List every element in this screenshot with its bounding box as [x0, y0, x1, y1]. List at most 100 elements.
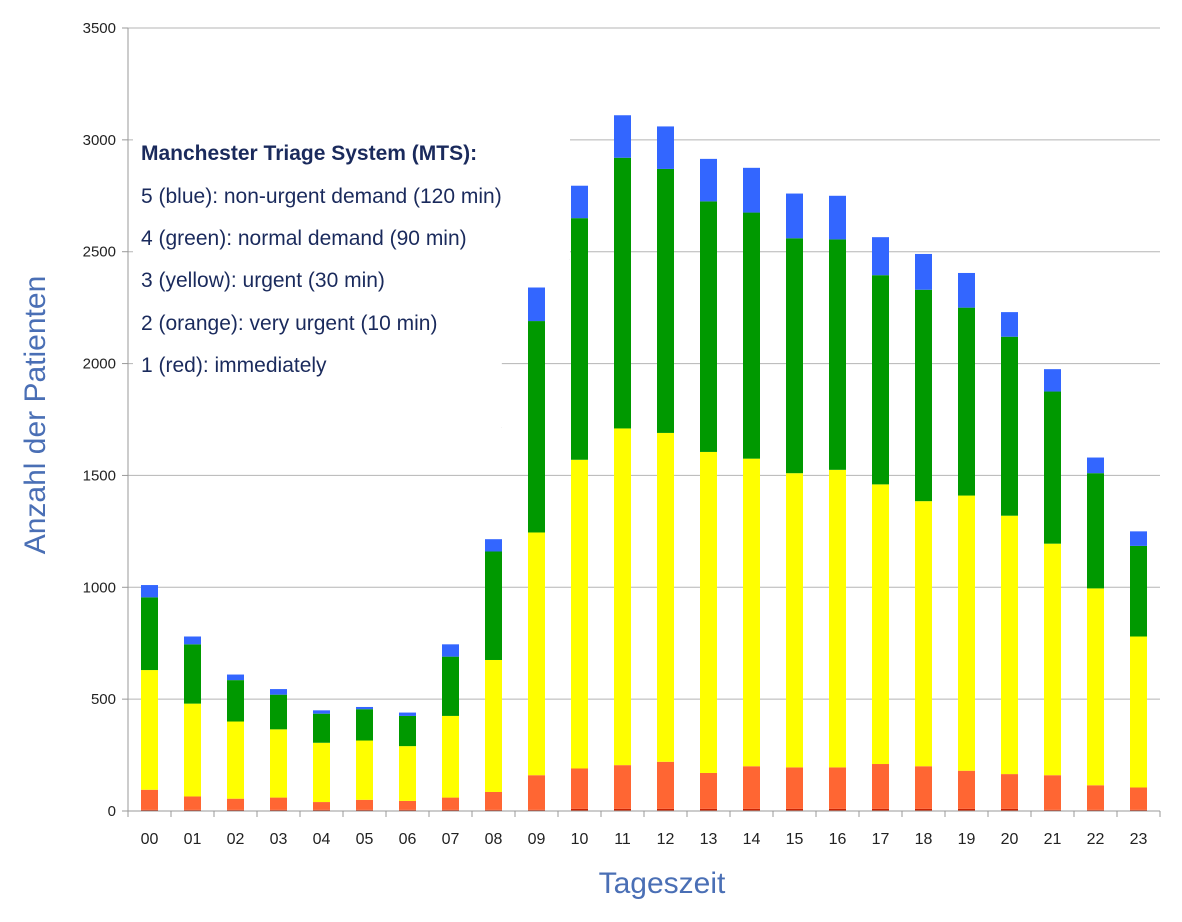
bar-segment-13-2	[700, 451, 717, 773]
bar-segment-01-2	[184, 703, 201, 797]
bar-segment-18-4	[915, 253, 932, 290]
legend-background	[133, 130, 570, 428]
x-tick-label: 06	[399, 831, 417, 848]
bar-segment-12-1	[657, 761, 674, 809]
bar-segment-02-4	[227, 674, 244, 681]
bar-segment-12-0	[657, 808, 674, 811]
bar-segment-11-4	[614, 115, 631, 158]
bar-segment-21-2	[1044, 543, 1061, 776]
bar-segment-17-3	[872, 275, 889, 485]
bar-segment-22-0	[1087, 809, 1104, 811]
bar-segment-22-1	[1087, 785, 1104, 810]
bar-segment-17-2	[872, 484, 889, 765]
y-axis-ticks: 0 500 1000 1500 2000 2500 3000 3500	[83, 20, 128, 820]
bar-segment-12-2	[657, 432, 674, 762]
bar-segment-08-4	[485, 539, 502, 552]
bar-segment-10-2	[571, 459, 588, 769]
bar-segment-23-1	[1130, 787, 1147, 810]
bar-segment-06-3	[399, 715, 416, 747]
bar-segment-10-3	[571, 218, 588, 460]
bar-segment-00-4	[141, 585, 158, 598]
bar-segment-09-4	[528, 287, 545, 322]
x-tick-label: 15	[786, 831, 804, 848]
bar-segment-15-4	[786, 193, 803, 239]
x-tick-label: 01	[184, 831, 202, 848]
bar-segment-10-1	[571, 768, 588, 809]
legend: Manchester Triage System (MTS): 5 (blue)…	[133, 130, 570, 428]
bar-segment-04-3	[313, 713, 330, 743]
bar-segment-14-0	[743, 808, 760, 811]
x-tick-label: 09	[528, 831, 546, 848]
bar-segment-01-0	[184, 809, 201, 811]
bar-segment-00-3	[141, 597, 158, 671]
bar-segment-07-2	[442, 715, 459, 798]
x-tick-label: 03	[270, 831, 288, 848]
bar-segment-02-0	[227, 809, 244, 811]
bar-segment-10-0	[571, 808, 588, 811]
bar-segment-07-1	[442, 797, 459, 810]
bar-segment-09-1	[528, 775, 545, 810]
bar-segment-05-2	[356, 740, 373, 800]
bar-segment-18-1	[915, 766, 932, 809]
legend-item-yellow: 3 (yellow): urgent (30 min)	[141, 269, 385, 292]
bar-segment-08-1	[485, 791, 502, 810]
y-tick-label: 500	[91, 691, 116, 708]
bar-segment-19-1	[958, 770, 975, 809]
bar-segment-08-3	[485, 551, 502, 660]
legend-title: Manchester Triage System (MTS):	[141, 142, 478, 165]
legend-item-orange: 2 (orange): very urgent (10 min)	[141, 312, 438, 335]
bar-segment-21-3	[1044, 391, 1061, 544]
bar-segment-04-1	[313, 802, 330, 810]
bar-segment-16-0	[829, 808, 846, 811]
legend-item-green: 4 (green): normal demand (90 min)	[141, 227, 467, 250]
x-tick-label: 14	[743, 831, 761, 848]
bar-segment-07-4	[442, 644, 459, 657]
bar-segment-11-1	[614, 765, 631, 809]
legend-item-red: 1 (red): immediately	[141, 354, 327, 377]
bar-segment-22-3	[1087, 473, 1104, 589]
bar-segment-09-2	[528, 532, 545, 776]
bar-segment-00-2	[141, 670, 158, 790]
bar-segment-06-4	[399, 712, 416, 716]
bar-segment-16-4	[829, 195, 846, 240]
bar-segment-07-3	[442, 656, 459, 716]
bar-segment-01-3	[184, 644, 201, 704]
y-tick-label: 1000	[83, 579, 116, 596]
x-tick-label: 02	[227, 831, 245, 848]
bar-segment-17-0	[872, 808, 889, 811]
bar-segment-19-0	[958, 808, 975, 811]
bar-segment-20-4	[1001, 312, 1018, 337]
bar-segment-06-0	[399, 809, 416, 811]
x-tick-label: 00	[141, 831, 159, 848]
bar-segment-12-4	[657, 126, 674, 169]
bar-segment-16-2	[829, 469, 846, 768]
x-tick-label: 18	[915, 831, 933, 848]
x-tick-label: 07	[442, 831, 460, 848]
bar-segment-04-0	[313, 809, 330, 811]
bar-segment-11-3	[614, 157, 631, 429]
bar-segment-11-2	[614, 428, 631, 766]
bar-segment-21-0	[1044, 809, 1061, 811]
x-tick-label: 21	[1044, 831, 1062, 848]
bar-segment-15-0	[786, 808, 803, 811]
bar-segment-19-2	[958, 495, 975, 771]
x-tick-label: 22	[1087, 831, 1105, 848]
bar-segment-15-2	[786, 473, 803, 768]
bar-segment-14-3	[743, 212, 760, 459]
bar-segment-08-2	[485, 659, 502, 792]
bar-segment-08-0	[485, 809, 502, 811]
bar-segment-13-1	[700, 772, 717, 809]
x-tick-label: 12	[657, 831, 675, 848]
bar-segment-20-0	[1001, 808, 1018, 811]
bar-segment-07-0	[442, 809, 459, 811]
bar-segment-23-2	[1130, 636, 1147, 788]
y-tick-label: 0	[108, 803, 116, 820]
bar-segment-19-4	[958, 272, 975, 308]
bar-segment-16-3	[829, 239, 846, 470]
bar-segment-18-0	[915, 808, 932, 811]
bars	[141, 115, 1147, 811]
legend-item-blue: 5 (blue): non-urgent demand (120 min)	[141, 185, 502, 208]
bar-segment-20-2	[1001, 515, 1018, 775]
bar-segment-20-1	[1001, 774, 1018, 809]
